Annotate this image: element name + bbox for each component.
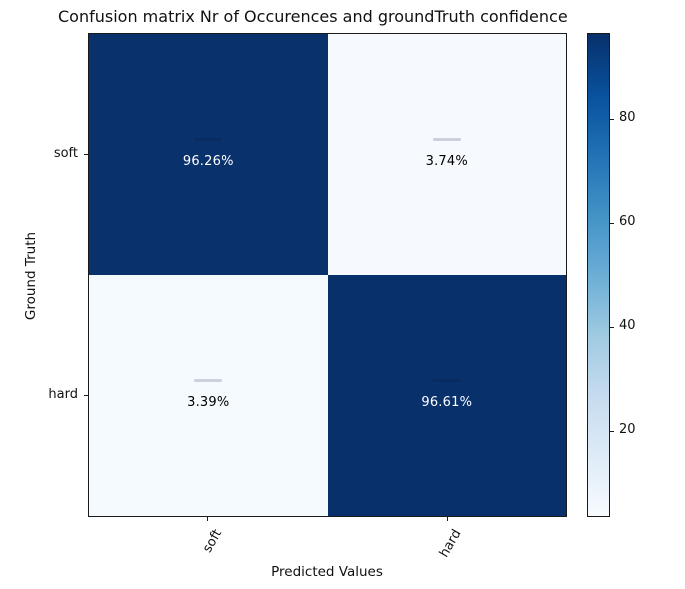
colorbar-tick-label: 80 bbox=[619, 110, 636, 126]
y-tick-mark-hard bbox=[84, 395, 88, 396]
heatmap-cell-hard-hard: 96.61% bbox=[327, 275, 566, 516]
heatmap-cell-hard-soft: 3.39% bbox=[89, 275, 328, 516]
cell-percentage-label: 3.74% bbox=[425, 154, 468, 169]
y-tick-label-soft: soft bbox=[53, 146, 78, 161]
heatmap-cell-soft-hard: 3.74% bbox=[327, 34, 566, 275]
colorbar-tick-mark bbox=[610, 326, 614, 328]
x-tick-mark-soft bbox=[207, 517, 208, 521]
y-tick-label-hard: hard bbox=[48, 387, 78, 402]
colorbar-tick-mark bbox=[610, 119, 614, 121]
faint-count-annotation bbox=[194, 379, 223, 382]
x-axis-label: Predicted Values bbox=[271, 564, 383, 580]
colorbar-tick-label: 40 bbox=[619, 317, 636, 333]
colorbar bbox=[587, 33, 610, 517]
y-axis-label: Ground Truth bbox=[23, 231, 39, 321]
colorbar-tick-mark bbox=[610, 430, 614, 432]
faint-count-annotation bbox=[432, 138, 461, 141]
heatmap-cell-soft-soft: 96.26% bbox=[89, 34, 328, 275]
cell-percentage-label: 96.61% bbox=[421, 395, 473, 410]
colorbar-tick-label: 20 bbox=[619, 421, 636, 437]
y-tick-mark-soft bbox=[84, 154, 88, 155]
chart-title: Confusion matrix Nr of Occurences and gr… bbox=[58, 7, 568, 26]
faint-count-annotation bbox=[432, 379, 461, 382]
x-tick-label-soft: soft bbox=[199, 527, 225, 556]
cell-percentage-label: 3.39% bbox=[187, 395, 230, 410]
x-tick-mark-hard bbox=[447, 517, 448, 521]
heatmap-grid: 96.26% 3.74% 3.39% 96.61% bbox=[88, 33, 567, 517]
faint-count-annotation bbox=[194, 138, 223, 141]
x-tick-label-hard: hard bbox=[437, 527, 465, 561]
colorbar-tick-mark bbox=[610, 223, 614, 225]
cell-percentage-label: 96.26% bbox=[182, 154, 234, 169]
colorbar-tick-label: 60 bbox=[619, 214, 636, 230]
